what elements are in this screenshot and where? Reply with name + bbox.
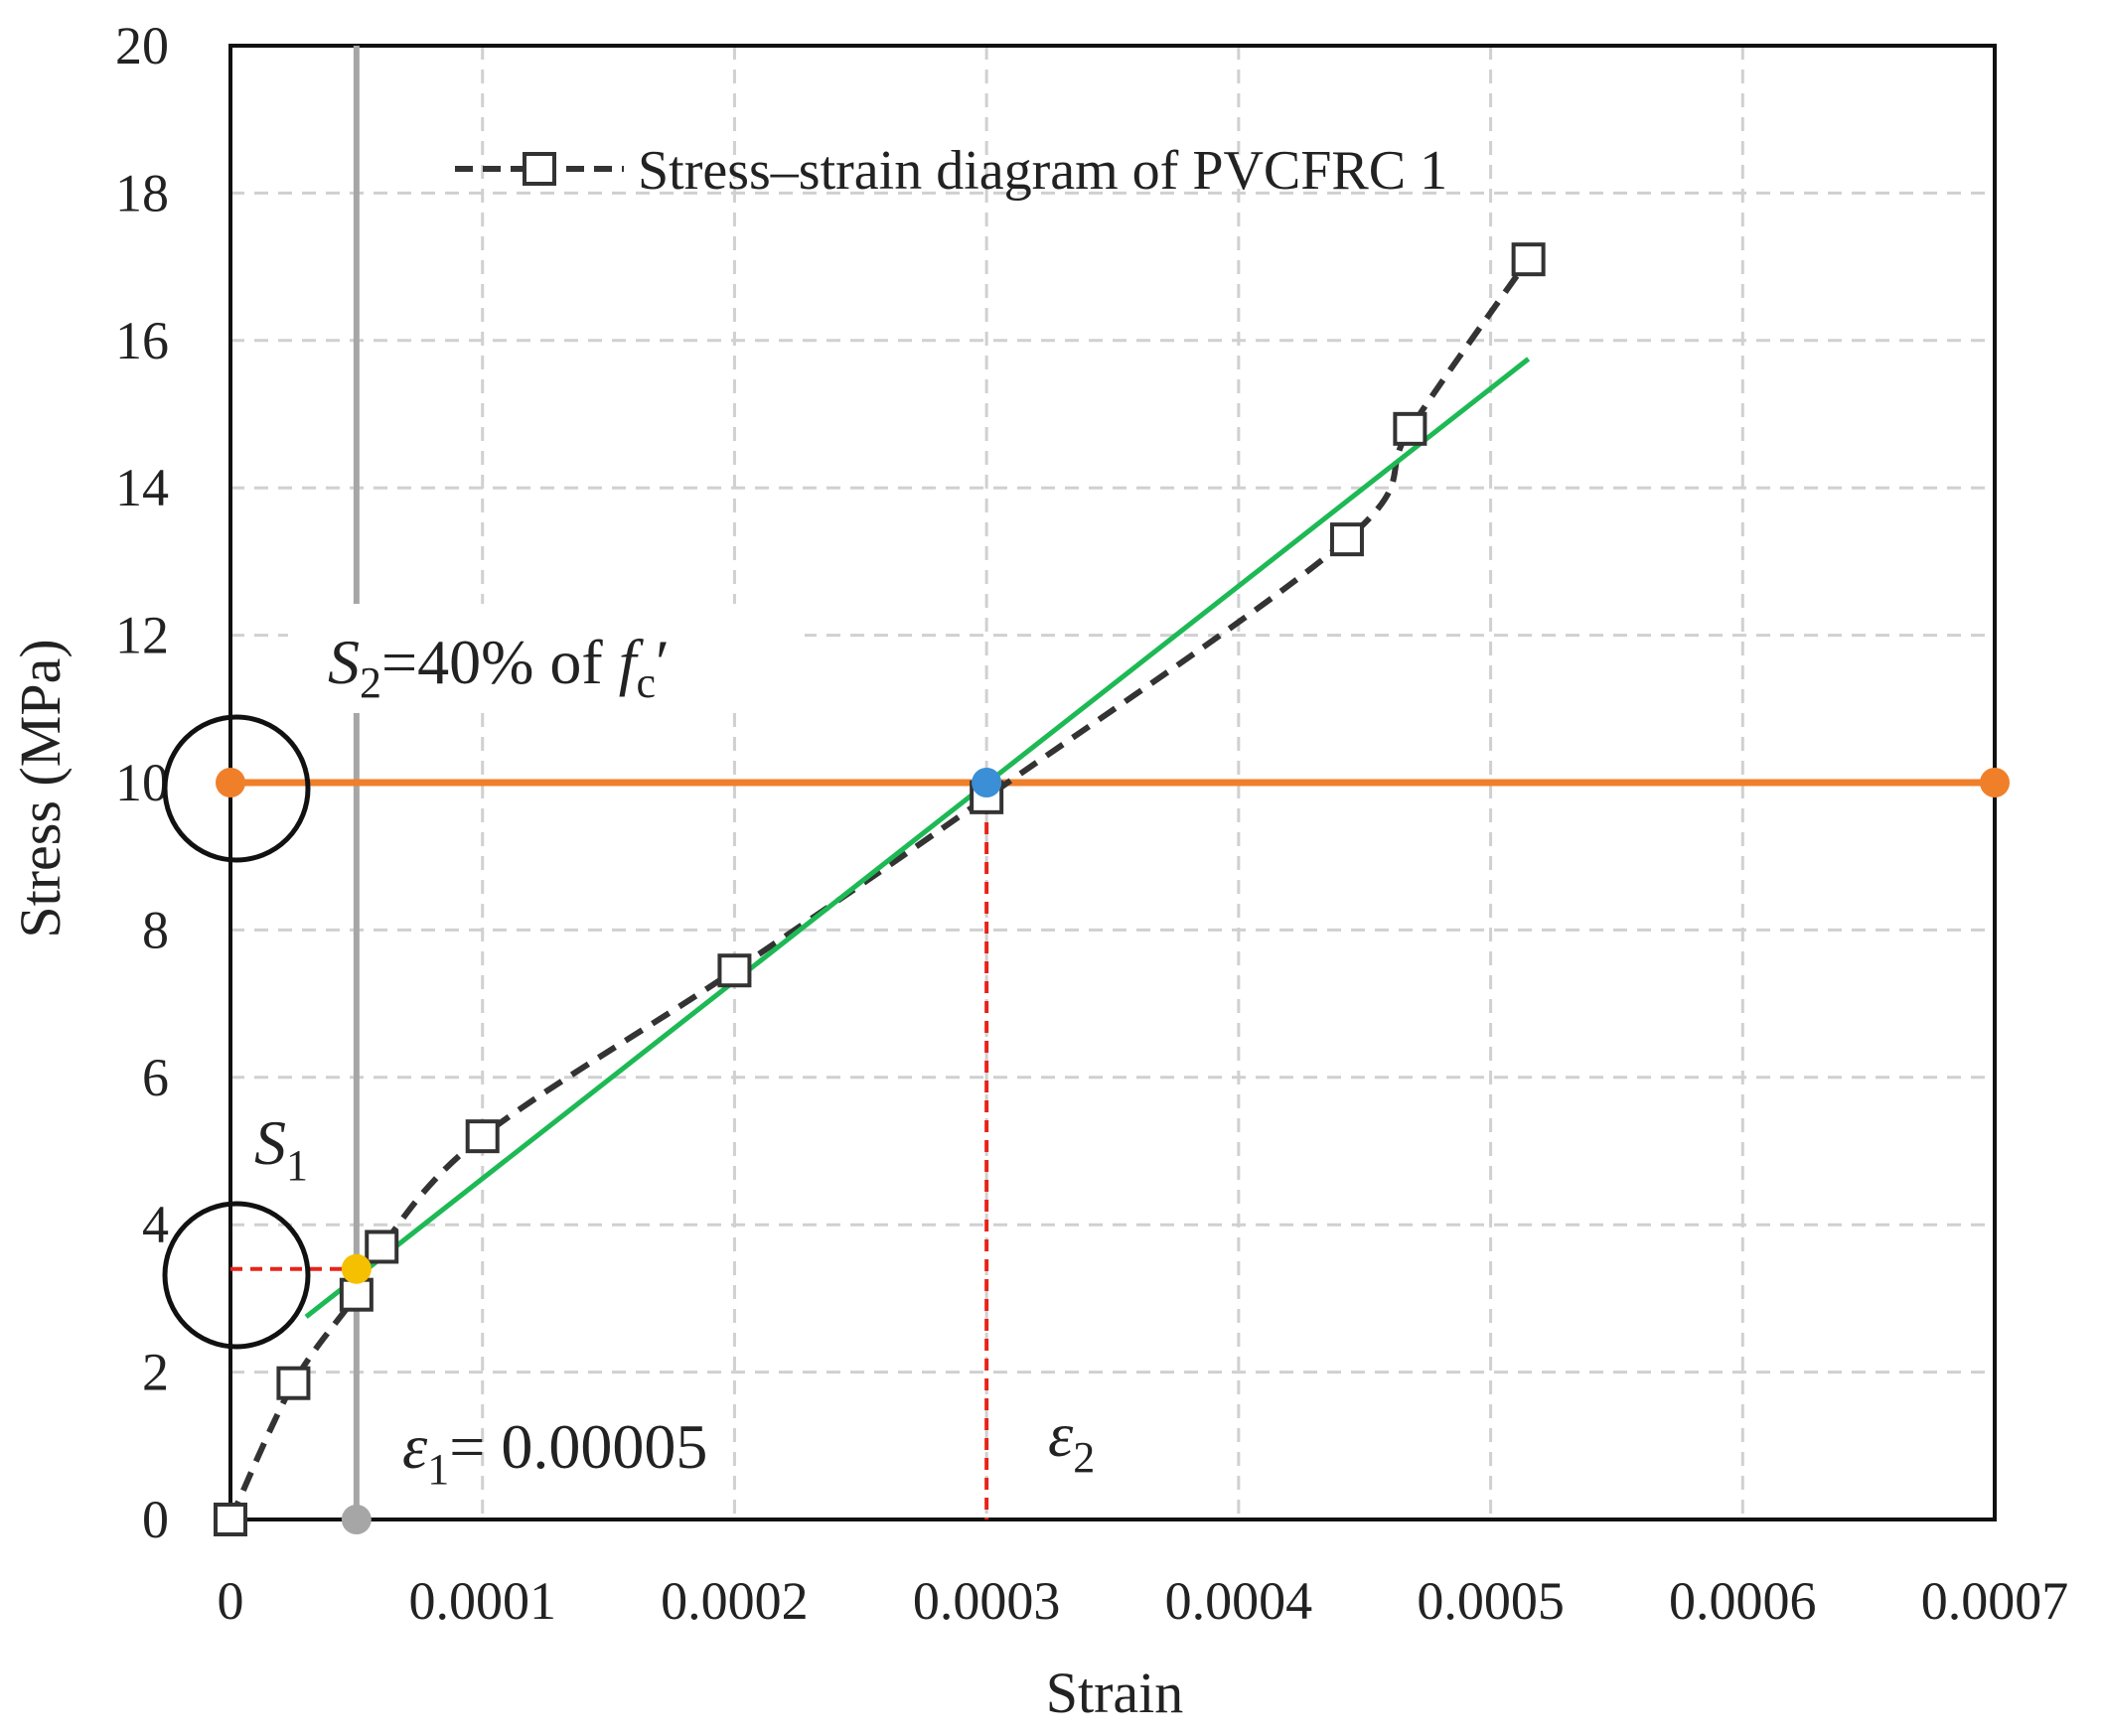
eps1-letter: ε <box>402 1411 428 1482</box>
chord-line <box>304 357 1531 1319</box>
eps2-subscript: 2 <box>1073 1433 1095 1482</box>
eps1-label: ε1= 0.00005 <box>402 1411 707 1494</box>
s2-label: S2=40% of fc′ <box>328 627 670 707</box>
S1-point <box>341 1253 372 1284</box>
y-tick-label: 8 <box>142 900 169 959</box>
gray-marker-dot <box>341 1505 372 1534</box>
s1-label: S1 <box>254 1107 308 1190</box>
orange-level-dot <box>216 768 245 797</box>
s2-annotation: S2=40% of fc′ <box>288 604 805 713</box>
S2-point <box>972 768 1002 797</box>
s2-annotation-background <box>288 604 805 713</box>
y-tick-label: 4 <box>142 1195 169 1254</box>
x-tick-label: 0.0003 <box>913 1571 1061 1631</box>
data-point-marker <box>465 1119 500 1154</box>
s2-subscript: 2 <box>360 658 381 707</box>
s2-f-subscript: c <box>637 658 657 707</box>
s2-text: =40% of <box>381 627 619 697</box>
data-point-marker <box>214 1503 247 1536</box>
x-tick-label: 0.0002 <box>661 1571 809 1631</box>
x-tick-label: 0 <box>218 1571 244 1631</box>
stress-strain-curve <box>227 257 1532 1521</box>
legend-label: Stress–strain diagram of PVCFRC 1 <box>638 140 1447 202</box>
y-tick-label: 12 <box>115 606 169 665</box>
x-axis-title: Strain <box>1046 1661 1184 1725</box>
x-tick-label: 0.0005 <box>1417 1571 1565 1631</box>
y-axis-title: Stress (MPa) <box>8 639 73 938</box>
data-point-marker <box>1511 242 1546 277</box>
y-tick-label: 14 <box>115 458 169 517</box>
y-tick-label: 10 <box>115 753 169 812</box>
x-tick-label: 0.0004 <box>1165 1571 1313 1631</box>
y-tick-label: 16 <box>115 311 169 370</box>
s1-letter: S <box>254 1107 286 1178</box>
y-tick-label: 2 <box>142 1343 169 1402</box>
s1-subscript: 1 <box>286 1141 308 1190</box>
s2-prime: ′ <box>656 627 670 697</box>
series-layer <box>214 46 2010 1536</box>
grid-lines <box>230 46 1995 1519</box>
x-tick-label: 0.0007 <box>1921 1571 2069 1631</box>
eps2-letter: ε <box>1048 1399 1074 1470</box>
y-tick-label: 6 <box>142 1048 169 1107</box>
orange-level-dot <box>1980 768 2010 797</box>
s2-letter: S <box>328 627 360 697</box>
y-tick-label: 20 <box>115 16 169 75</box>
x-tick-label: 0.0001 <box>408 1571 556 1631</box>
data-point-marker <box>276 1366 311 1400</box>
legend: Stress–strain diagram of PVCFRC 1 <box>455 140 1447 202</box>
s2-callout-circle <box>162 714 311 863</box>
eps1-subscript: 1 <box>427 1445 449 1494</box>
y-tick-label: 18 <box>115 163 169 222</box>
y-tick-label: 0 <box>142 1490 169 1549</box>
x-tick-label: 0.0006 <box>1669 1571 1817 1631</box>
legend-marker-sample <box>523 152 556 186</box>
data-point-marker <box>1393 411 1427 446</box>
y-tick-labels: 0 2 4 6 8 10 12 14 16 18 20 <box>115 16 169 1549</box>
s1-callout-circle <box>162 1201 311 1350</box>
eps2-label: ε2 <box>1048 1399 1095 1482</box>
data-point-marker <box>365 1230 399 1264</box>
x-tick-labels: 0 0.0001 0.0002 0.0003 0.0004 0.0005 0.0006 0.0… <box>218 1571 2069 1631</box>
eps1-value: = 0.00005 <box>449 1411 707 1482</box>
data-point-marker <box>717 953 752 988</box>
data-point-marker <box>339 1277 374 1312</box>
data-point-marker <box>1329 522 1364 557</box>
